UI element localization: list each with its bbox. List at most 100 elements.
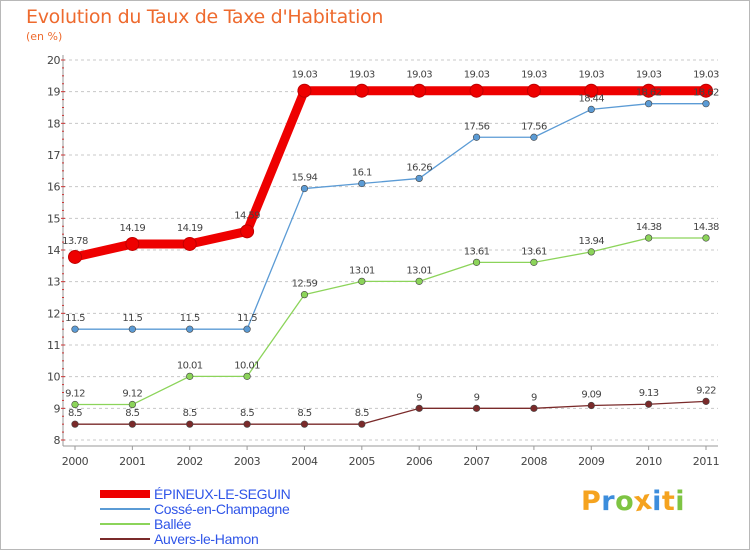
data-label: 11.5 bbox=[180, 313, 200, 324]
data-point bbox=[645, 400, 653, 408]
data-label: 9 bbox=[531, 392, 537, 403]
data-point bbox=[243, 420, 251, 428]
data-label: 9.09 bbox=[581, 389, 601, 400]
legend-item-cosse: Cossé-en-Champagne bbox=[100, 501, 400, 517]
series-2 bbox=[71, 234, 710, 409]
data-label: 19.03 bbox=[292, 70, 318, 81]
y-tick-label: 9 bbox=[54, 402, 61, 415]
data-label: 18.62 bbox=[636, 88, 662, 99]
data-label: 11.5 bbox=[237, 313, 257, 324]
proxiti-logo: Proxiti bbox=[581, 485, 685, 519]
y-tick-label: 14 bbox=[47, 244, 60, 257]
data-point bbox=[128, 325, 136, 333]
x-tick-label: 2008 bbox=[521, 455, 548, 468]
data-point bbox=[71, 400, 79, 409]
data-label: 8.5 bbox=[355, 408, 369, 419]
data-label: 14.38 bbox=[636, 222, 662, 233]
data-point bbox=[472, 404, 481, 412]
data-label: 9.12 bbox=[122, 389, 142, 400]
data-point bbox=[469, 83, 484, 98]
data-label: 9 bbox=[474, 392, 480, 403]
data-point bbox=[71, 420, 79, 428]
series-line bbox=[74, 103, 707, 330]
x-tick-label: 2001 bbox=[119, 455, 145, 468]
data-point bbox=[702, 234, 710, 242]
x-tick-label: 2000 bbox=[62, 455, 89, 468]
data-point bbox=[71, 325, 79, 333]
data-label: 19.03 bbox=[406, 70, 432, 81]
data-label: 14.19 bbox=[120, 223, 146, 234]
data-point bbox=[641, 83, 656, 98]
legend-label-cosse: Cossé-en-Champagne bbox=[154, 501, 290, 517]
data-label: 9 bbox=[416, 392, 422, 403]
data-point bbox=[300, 184, 309, 193]
data-point bbox=[530, 133, 538, 141]
data-point bbox=[300, 291, 309, 299]
y-tick-label: 12 bbox=[47, 307, 60, 320]
logo-letter: P bbox=[581, 486, 602, 517]
data-label: 8.5 bbox=[125, 408, 139, 419]
data-label: 14.59 bbox=[234, 210, 260, 221]
data-label: 16.1 bbox=[352, 168, 372, 179]
data-label: 13.01 bbox=[349, 265, 375, 276]
legend-swatch-ballee bbox=[100, 523, 150, 525]
chart-unit-label: (en %) bbox=[26, 30, 63, 43]
legend-label-epineux: ÉPINEUX-LE-SEGUIN bbox=[154, 486, 291, 502]
legend-item-epineux: ÉPINEUX-LE-SEGUIN bbox=[100, 486, 400, 502]
data-label: 12.59 bbox=[292, 279, 318, 290]
data-label: 9.12 bbox=[65, 389, 85, 400]
y-tick-label: 20 bbox=[47, 54, 60, 67]
x-tick-label: 2009 bbox=[578, 455, 605, 468]
series-line bbox=[74, 237, 707, 406]
data-point bbox=[415, 404, 423, 412]
logo-letter: t bbox=[661, 486, 676, 517]
data-point bbox=[186, 372, 194, 380]
data-point bbox=[358, 179, 366, 188]
data-point bbox=[125, 236, 140, 251]
chart-title: Evolution du Taux de Taxe d'Habitation bbox=[26, 6, 384, 28]
series-line bbox=[74, 400, 707, 425]
data-point bbox=[702, 397, 710, 405]
data-label: 13.94 bbox=[578, 236, 604, 247]
data-label: 15.94 bbox=[292, 173, 318, 184]
data-point bbox=[645, 100, 653, 108]
data-label: 18.62 bbox=[693, 88, 719, 99]
data-point bbox=[530, 258, 538, 266]
data-point bbox=[415, 277, 423, 285]
data-label: 17.56 bbox=[464, 121, 490, 132]
legend-item-ballee: Ballée bbox=[100, 516, 400, 532]
data-label: 19.03 bbox=[693, 70, 719, 81]
x-tick-label: 2005 bbox=[349, 455, 376, 468]
data-point bbox=[243, 372, 251, 380]
data-label: 18.44 bbox=[578, 93, 604, 104]
data-point bbox=[240, 224, 255, 239]
data-label: 11.5 bbox=[65, 313, 85, 324]
legend-swatch-auvers bbox=[100, 538, 150, 540]
data-label: 10.01 bbox=[234, 360, 260, 371]
data-point bbox=[354, 83, 369, 98]
data-point bbox=[186, 420, 194, 428]
data-point bbox=[358, 277, 366, 285]
series-0 bbox=[68, 83, 713, 264]
data-label: 14.19 bbox=[177, 223, 203, 234]
data-label: 19.03 bbox=[636, 70, 662, 81]
data-point bbox=[584, 83, 599, 98]
data-point bbox=[182, 236, 197, 251]
data-point bbox=[128, 400, 136, 409]
data-label: 16.26 bbox=[406, 162, 432, 173]
data-point bbox=[587, 248, 595, 256]
data-point bbox=[412, 83, 427, 98]
data-point bbox=[472, 133, 481, 141]
data-point bbox=[472, 258, 481, 266]
data-label: 9.13 bbox=[639, 388, 659, 399]
y-tick-label: 17 bbox=[47, 149, 60, 162]
data-label: 14.38 bbox=[693, 222, 719, 233]
data-point bbox=[358, 420, 366, 428]
series-1 bbox=[71, 100, 710, 333]
logo-letter: i bbox=[652, 486, 662, 517]
x-tick-label: 2006 bbox=[406, 455, 433, 468]
y-tick-label: 8 bbox=[54, 434, 61, 447]
legend-label-auvers: Auvers-le-Hamon bbox=[154, 531, 259, 547]
x-tick-label: 2007 bbox=[463, 455, 490, 468]
